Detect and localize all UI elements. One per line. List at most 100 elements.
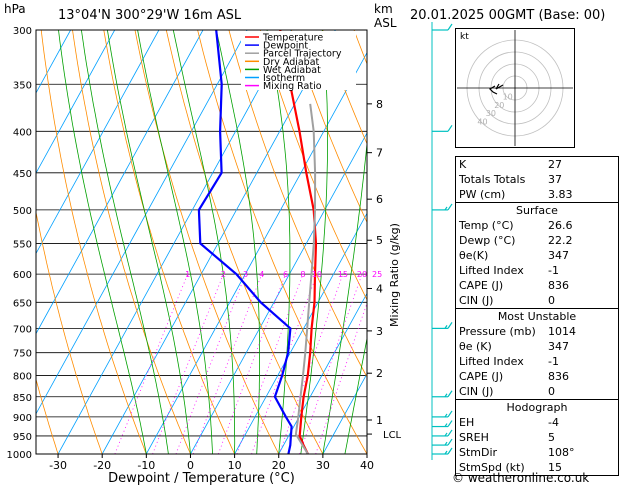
surface-value: 26.6 — [548, 219, 573, 232]
wind-barb-flag — [447, 429, 453, 437]
hodo-index-label: StmSpd (kt) — [459, 461, 525, 474]
dry-adiabat — [259, 30, 367, 301]
hodo-trace — [489, 85, 498, 95]
isotherm-line — [36, 30, 204, 335]
wind-barb-half — [444, 393, 448, 398]
hodo-ring-label: 10 — [503, 92, 513, 101]
km-tick-label: 6 — [376, 193, 383, 206]
wind-barb-flag — [447, 124, 453, 132]
general-value: 3.83 — [548, 188, 573, 201]
pressure-tick-label: 550 — [13, 239, 32, 250]
pressure-tick-label: 350 — [13, 80, 32, 91]
surface-row: CAPE (J) 836 — [456, 278, 618, 293]
mixing-ratio-label: 10 — [312, 270, 322, 279]
x-axis-label: Dewpoint / Temperature (°C) — [108, 471, 295, 486]
wind-barb-flag — [447, 203, 453, 211]
pressure-tick-label: 900 — [13, 413, 32, 424]
general-label: PW (cm) — [459, 188, 506, 201]
dry-adiabat — [291, 30, 367, 224]
hodo-index-value: 15 — [548, 461, 562, 474]
surface-label: Dewp (°C) — [459, 234, 516, 247]
hodo-index-row: StmSpd (kt) 15 — [456, 460, 618, 475]
isotherm-line — [57, 30, 292, 454]
surface-value: -1 — [548, 264, 559, 277]
dry-adiabat — [165, 30, 324, 454]
general-label: Totals Totals — [459, 173, 526, 186]
wind-barb-half — [444, 206, 448, 211]
surface-row: CIN (J) 0 — [456, 293, 618, 308]
dry-adiabat — [103, 30, 235, 454]
surface-value: 836 — [548, 279, 569, 292]
legend-label: Wet Adiabat — [263, 65, 321, 76]
isotherm-line — [234, 212, 367, 454]
pressure-tick-label: 400 — [13, 127, 32, 138]
wind-barb-flag — [447, 447, 453, 455]
x-tick-label: 10 — [228, 459, 242, 472]
unstable-label: CIN (J) — [459, 385, 494, 398]
isotherm-line — [36, 30, 248, 415]
wind-barb-half — [444, 325, 448, 329]
hodo-index-value: 5 — [548, 431, 555, 444]
unstable-label: Pressure (mb) — [459, 325, 536, 338]
pressure-tick-label: 300 — [13, 26, 32, 37]
mixing-ratio-label: 1 — [185, 270, 190, 279]
lcl-label: LCL — [383, 430, 402, 441]
unstable-value: 347 — [548, 340, 569, 353]
mixing-ratio-axis-label: Mixing Ratio (g/kg) — [388, 223, 401, 327]
km-tick-label: 5 — [376, 234, 383, 247]
mixing-ratio-line — [278, 273, 344, 454]
hodo-index-label: SREH — [459, 431, 489, 444]
pressure-tick-label: 450 — [13, 169, 32, 180]
legend-label: Dewpoint — [263, 41, 308, 52]
mixing-ratio-line — [192, 273, 263, 454]
wind-barb-half — [444, 450, 448, 455]
wet-adiabat — [266, 30, 291, 454]
mixing-ratio-label: 15 — [338, 270, 348, 279]
wet-adiabat — [300, 30, 329, 454]
mixing-ratio-line — [114, 273, 189, 454]
surface-row: Dewp (°C) 22.2 — [456, 233, 618, 248]
unstable-label: θe (K) — [459, 340, 492, 353]
km-tick-label: 4 — [376, 282, 383, 295]
legend-label: Dry Adiabat — [263, 57, 320, 68]
unstable-value: 1014 — [548, 325, 576, 338]
unstable-row: θe (K) 347 — [456, 339, 618, 354]
wet-adiabat — [172, 30, 236, 454]
dry-adiabat — [0, 30, 14, 454]
pressure-tick-label: 1000 — [7, 450, 32, 461]
mixing-ratio-label: 25 — [372, 270, 382, 279]
height-unit-km: km — [374, 2, 393, 16]
general-value: 37 — [548, 173, 562, 186]
mixing-ratio-label: 20 — [357, 270, 367, 279]
km-tick-label: 8 — [376, 98, 383, 111]
hodo-index-label: StmDir — [459, 446, 498, 459]
mixing-ratio-line — [315, 302, 367, 454]
series-dewpoint — [197, 30, 293, 454]
wind-barbs — [431, 22, 453, 460]
mixing-ratio-line — [217, 273, 286, 454]
unstable-label: Lifted Index — [459, 355, 524, 368]
wind-barb-flag — [447, 322, 453, 329]
isotherm-line — [278, 292, 367, 454]
hodo-storm-arrow — [495, 83, 504, 90]
wet-adiabat — [137, 30, 213, 454]
mixing-ratio-label: 6 — [283, 270, 288, 279]
surface-label: θe(K) — [459, 249, 489, 262]
hodo-index-value: -4 — [548, 416, 559, 429]
km-tick-label: 2 — [376, 367, 383, 380]
unstable-row: CIN (J) 0 — [456, 384, 618, 399]
km-tick-label: 1 — [376, 414, 383, 427]
copyright-footer: © weatheronline.co.uk — [452, 471, 590, 485]
indices-table: K 27 Totals Totals 37 PW (cm) 3.83 Surface Te… — [455, 156, 619, 476]
x-tick-label: 20 — [272, 459, 286, 472]
surface-value: 22.2 — [548, 234, 573, 247]
unstable-title: Most Unstable — [497, 310, 577, 323]
legend-box — [241, 31, 356, 90]
surface-value: 347 — [548, 249, 569, 262]
dry-adiabat — [197, 30, 367, 454]
chart-curves — [197, 30, 318, 454]
height-unit-asl: ASL — [374, 16, 397, 30]
hodo-ring-label: 30 — [486, 109, 496, 118]
